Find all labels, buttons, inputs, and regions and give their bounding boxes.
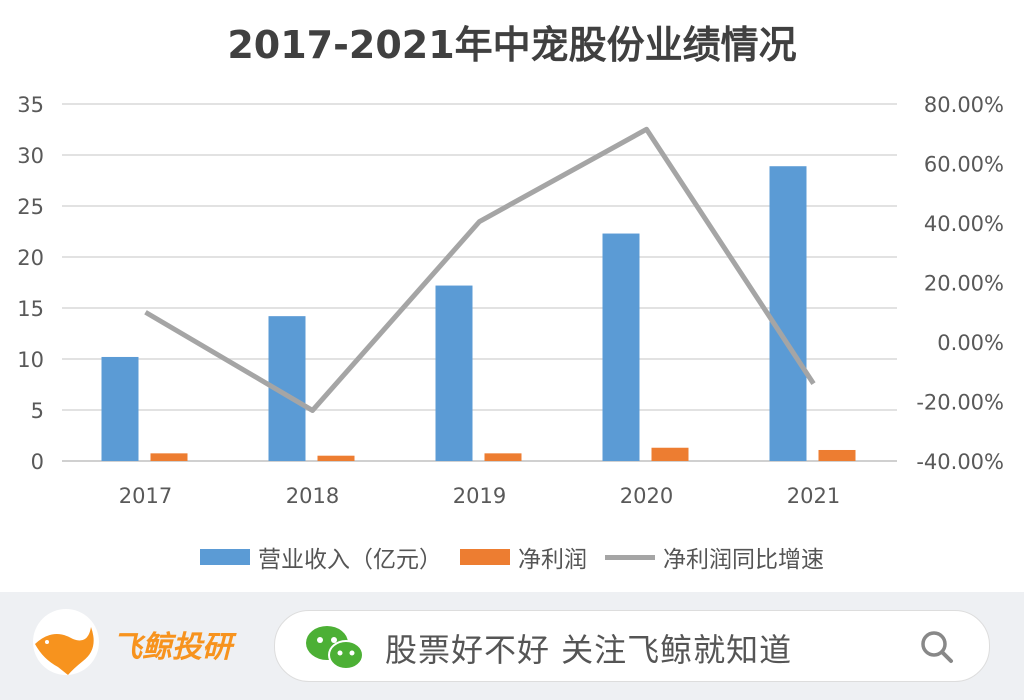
left-tick-label: 5 [31,399,44,423]
left-tick-label: 20 [17,246,44,270]
revenue-bar [769,166,807,461]
chart-title: 2017-2021年中宠股份业绩情况 [227,23,797,67]
revenue-bar [101,356,139,461]
left-tick-label: 35 [17,93,44,117]
category-label: 2020 [620,484,673,508]
revenue-bar [435,285,473,461]
profit-bar [818,449,856,461]
right-tick-label: -40.00% [916,450,1004,474]
legend-item-profit: 净利润 [460,540,587,574]
revenue-bar [602,233,640,461]
search-bar[interactable]: 股票好不好 关注飞鲸就知道 [274,610,990,682]
whale-logo-icon [33,609,99,675]
legend-item-revenue: 营业收入（亿元） [200,540,442,574]
category-label: 2021 [787,484,840,508]
left-tick-label: 25 [17,195,44,219]
brand-name: 飞鲸投研 [112,630,232,665]
search-icon[interactable] [919,629,955,665]
legend-label: 营业收入（亿元） [258,547,442,573]
legend-label: 净利润同比增速 [663,547,824,573]
profit-bar [317,455,355,461]
category-label: 2019 [453,484,506,508]
legend-swatch [200,549,250,565]
legend-swatch [460,549,510,565]
category-label: 2018 [286,484,339,508]
footer: 飞鲸投研 股票好不好 关注飞鲸就知道 [0,592,1024,700]
wechat-icon [306,626,364,670]
profit-bar [484,453,522,461]
growth-line [144,126,816,413]
profit-bar [150,453,188,461]
right-tick-label: 80.00% [924,93,1004,117]
right-tick-label: 40.00% [924,212,1004,236]
right-tick-label: 0.00% [937,331,1004,355]
profit-bar [651,447,689,461]
left-tick-label: 0 [31,450,44,474]
search-slogan: 股票好不好 关注飞鲸就知道 [385,631,793,669]
right-tick-label: -20.00% [916,391,1004,415]
left-tick-label: 15 [17,297,44,321]
chart: 0 5 10 15 20 25 30 35 -40.00% -20.00% 0.00% 20.00% 4… [17,93,1004,508]
right-tick-label: 60.00% [924,153,1004,177]
legend-item-growth: 净利润同比增速 [605,540,824,574]
legend-swatch [605,554,655,560]
category-label: 2017 [119,484,172,508]
right-tick-label: 20.00% [924,272,1004,296]
left-tick-label: 10 [17,348,44,372]
left-tick-label: 30 [17,144,44,168]
legend: 营业收入（亿元） 净利润 净利润同比增速 [0,540,1024,574]
legend-label: 净利润 [518,547,587,573]
